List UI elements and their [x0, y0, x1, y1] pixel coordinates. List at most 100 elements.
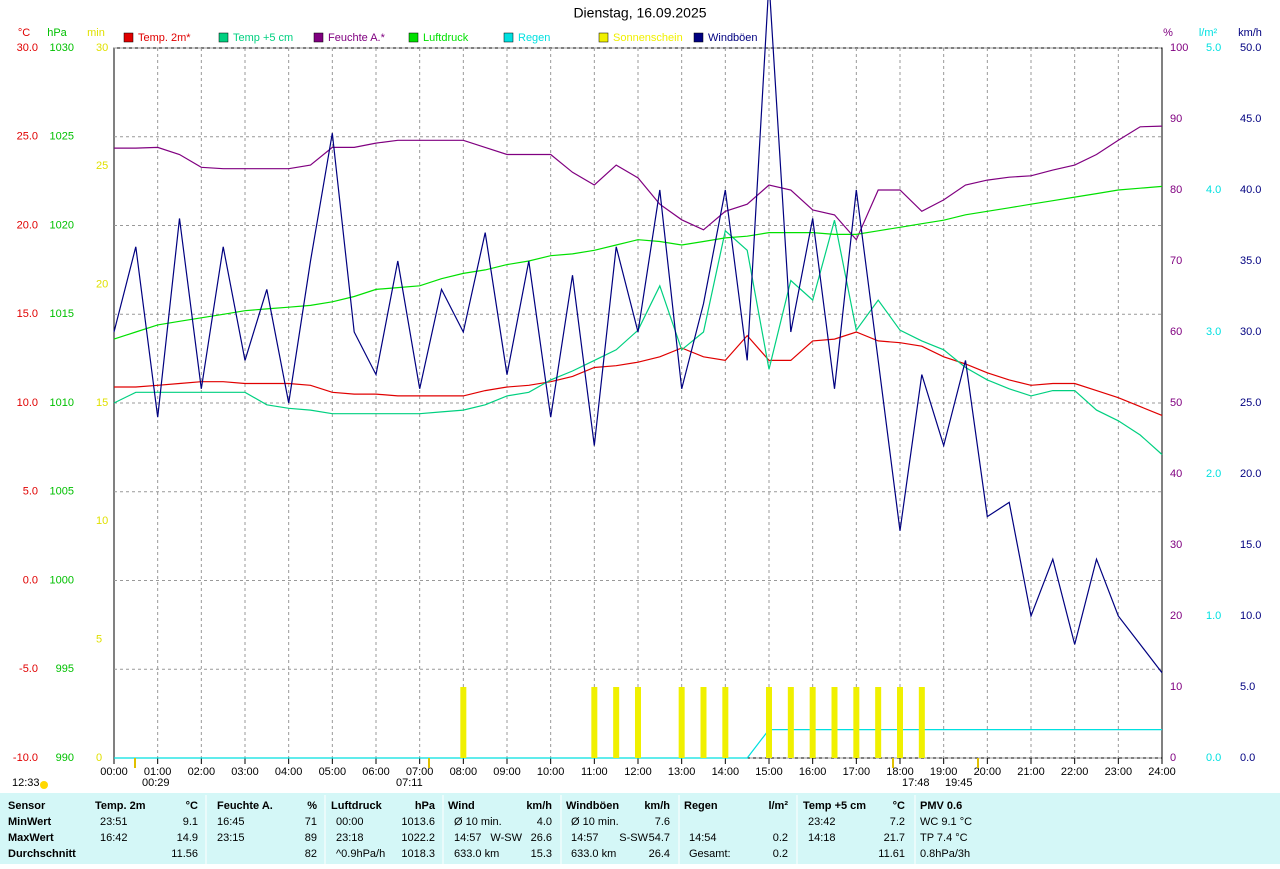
legend-label: Temp +5 cm	[233, 32, 293, 44]
y-tick-label: 70	[1170, 255, 1182, 267]
x-tick-label: 11:00	[581, 766, 608, 778]
y-tick-label: 2.0	[1206, 468, 1221, 480]
axis-unit: hPa	[47, 27, 67, 39]
y-tick-label: 990	[56, 752, 74, 764]
table-header: Temp. 2m	[95, 800, 146, 812]
legend-swatch	[313, 32, 324, 43]
table-cell: 7.6	[655, 816, 670, 828]
legend-swatch	[693, 32, 704, 43]
x-tick-label: 23:00	[1105, 766, 1133, 778]
y-tick-label: 10	[1170, 681, 1182, 693]
x-tick-label: 00:00	[100, 766, 128, 778]
y-tick-label: 1000	[50, 574, 74, 586]
y-tick-label: 4.0	[1206, 184, 1221, 196]
y-tick-label: 0.0	[1240, 752, 1255, 764]
table-cell: 633.0 km	[454, 848, 499, 860]
axis-unit: l/m²	[1199, 27, 1218, 39]
table-header: hPa	[415, 800, 436, 812]
stats-panel	[0, 793, 1280, 864]
table-cell: 26.4	[649, 848, 670, 860]
legend-label: Regen	[518, 32, 550, 44]
time-marker: 00:29	[142, 777, 170, 789]
table-cell: 14:57	[454, 832, 482, 844]
table-cell: WC 9.1 °C	[920, 816, 972, 828]
y-tick-label: 5	[96, 634, 102, 646]
legend-label: Feuchte A.*	[328, 32, 386, 44]
y-tick-label: 995	[56, 663, 74, 675]
legend-swatch	[503, 32, 514, 43]
y-tick-label: 40.0	[1240, 184, 1261, 196]
table-header: Windböen	[566, 800, 619, 812]
table-cell: Ø 10 min.	[454, 816, 502, 828]
y-tick-label: 25.0	[17, 131, 38, 143]
axis-unit: °C	[18, 27, 30, 39]
y-tick-label: 100	[1170, 42, 1188, 54]
legend-label: Luftdruck	[423, 32, 469, 44]
table-header: PMV 0.6	[920, 800, 962, 812]
legend-swatch	[598, 32, 609, 43]
y-tick-label: 10	[96, 515, 108, 527]
y-tick-label: 1.0	[1206, 610, 1221, 622]
table-header: °C	[186, 800, 198, 812]
table-cell: 0.2	[773, 848, 788, 860]
x-tick-label: 22:00	[1061, 766, 1089, 778]
table-cell: 9.1	[183, 816, 198, 828]
x-tick-label: 14:00	[712, 766, 740, 778]
y-tick-label: 60	[1170, 326, 1182, 338]
y-tick-label: 90	[1170, 113, 1182, 125]
time-marker: 07:11	[396, 777, 423, 789]
y-tick-label: 5.0	[1240, 681, 1255, 693]
y-tick-label: 15.0	[1240, 539, 1261, 551]
x-tick-label: 21:00	[1017, 766, 1045, 778]
sunshine-bar	[853, 687, 860, 758]
table-header: Wind	[448, 800, 475, 812]
table-cell: 1022.2	[401, 832, 435, 844]
table-cell: 82	[305, 848, 317, 860]
sunshine-bar	[591, 687, 598, 758]
table-cell: 14.9	[177, 832, 198, 844]
table-cell: ^0.9hPa/h	[336, 848, 385, 860]
chart-title: Dienstag, 16.09.2025	[573, 5, 706, 21]
series-line	[113, 185, 1163, 340]
y-tick-label: 40	[1170, 468, 1182, 480]
table-cell: 14:54	[689, 832, 717, 844]
x-tick-label: 09:00	[493, 766, 521, 778]
axis-unit: %	[1163, 27, 1173, 39]
legend-swatch	[123, 32, 134, 43]
table-cell: 23:18	[336, 832, 364, 844]
x-tick-label: 17:00	[843, 766, 871, 778]
legend-swatch	[218, 32, 229, 43]
sunshine-bar	[875, 687, 882, 758]
table-header: km/h	[644, 800, 670, 812]
sunshine-bar	[831, 687, 838, 758]
table-cell: 54.7	[649, 832, 670, 844]
x-tick-label: 18:00	[886, 766, 914, 778]
y-tick-label: 10.0	[1240, 610, 1261, 622]
sunshine-bar	[918, 687, 925, 758]
table-header: Sensor	[8, 800, 46, 812]
y-tick-label: 15	[96, 397, 108, 409]
table-cell: Gesamt:	[689, 848, 731, 860]
table-cell: 15.3	[531, 848, 552, 860]
axis-unit: min	[87, 27, 105, 39]
y-tick-label: 80	[1170, 184, 1182, 196]
table-cell: 23:15	[217, 832, 245, 844]
y-tick-label: 1015	[50, 308, 74, 320]
sunshine-bar	[613, 687, 620, 758]
legend-label: Windböen	[708, 32, 758, 44]
legend-swatch	[408, 32, 419, 43]
table-header: Temp +5 cm	[803, 800, 866, 812]
sunshine-bar	[897, 687, 903, 758]
x-tick-label: 05:00	[319, 766, 347, 778]
time-marker: 12:33	[12, 777, 40, 789]
x-tick-label: 12:00	[624, 766, 652, 778]
x-tick-label: 15:00	[755, 766, 783, 778]
sunshine-bar	[787, 687, 794, 758]
time-marker: 17:48	[902, 777, 930, 789]
table-cell: 633.0 km	[571, 848, 616, 860]
x-tick-label: 20:00	[974, 766, 1002, 778]
x-tick-label: 04:00	[275, 766, 303, 778]
y-tick-label: 25.0	[1240, 397, 1261, 409]
table-header: Regen	[684, 800, 718, 812]
